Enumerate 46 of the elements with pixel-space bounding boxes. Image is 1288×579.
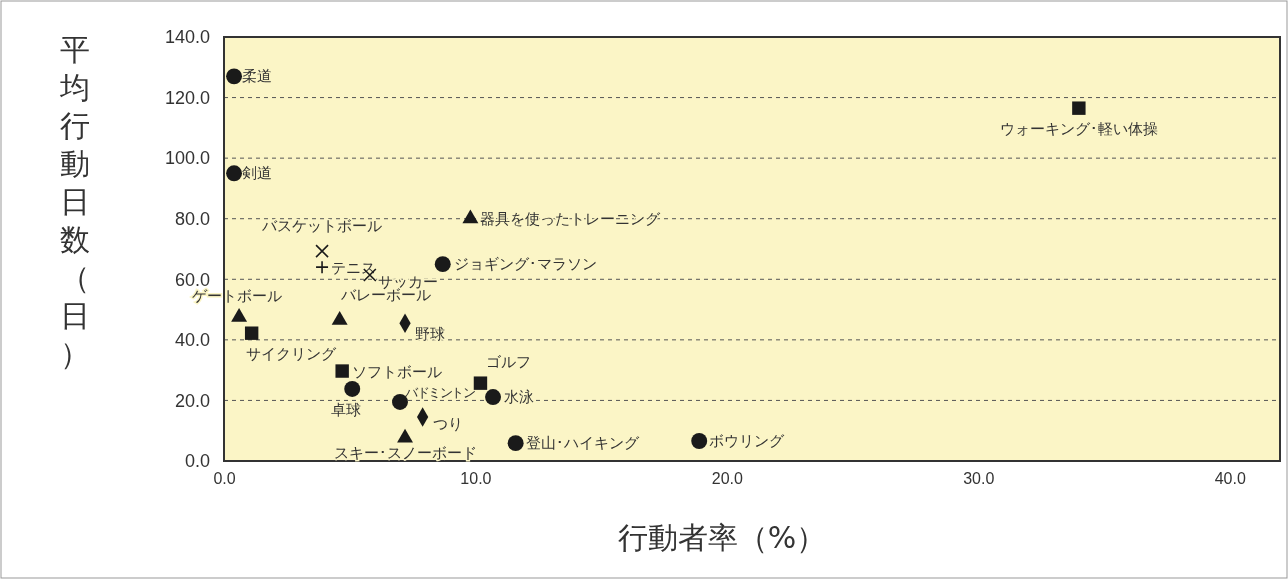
annotation: ボウリング bbox=[709, 432, 786, 451]
y-tick-label: 80.0 bbox=[174, 208, 210, 229]
x-tick-label: 40.0 bbox=[1214, 470, 1246, 488]
annotation: ゲートボール bbox=[192, 287, 283, 306]
annotation: サイクリング bbox=[245, 345, 337, 364]
x-tick-label: 20.0 bbox=[711, 470, 744, 488]
point bbox=[485, 389, 502, 406]
annotation: スキー･スノーボード bbox=[333, 443, 477, 462]
annotation: ゴルフ bbox=[485, 353, 531, 372]
point bbox=[691, 433, 708, 449]
point bbox=[507, 435, 524, 452]
x-tick-label: 10.0 bbox=[460, 470, 492, 488]
y-tick-label: 60.0 bbox=[174, 269, 210, 290]
y-tick-label: 40.0 bbox=[174, 330, 210, 351]
y-tick-label: 140.0 bbox=[164, 27, 210, 48]
annotation: 柔道 bbox=[242, 67, 273, 86]
point bbox=[226, 68, 243, 85]
annotation: バスケットボール bbox=[261, 217, 383, 236]
point bbox=[1072, 101, 1086, 115]
point bbox=[244, 326, 259, 340]
annotation: 水泳 bbox=[504, 388, 535, 407]
point bbox=[315, 244, 329, 258]
point bbox=[473, 376, 488, 390]
point bbox=[315, 260, 329, 274]
text: 平均行動日数（日） bbox=[60, 32, 90, 371]
annotation: ジョギング･マラソン bbox=[453, 255, 597, 274]
annotation: 卓球 bbox=[331, 400, 362, 419]
annotation: 野球 bbox=[415, 325, 446, 344]
annotation: 登山･ハイキング bbox=[525, 434, 640, 453]
point bbox=[226, 165, 243, 182]
x-tick-label: 30.0 bbox=[963, 470, 995, 488]
y-tick-label: 120.0 bbox=[164, 87, 210, 108]
point bbox=[335, 364, 349, 378]
point bbox=[434, 256, 451, 273]
x-tick-label: 0.0 bbox=[213, 470, 236, 488]
annotation: つり bbox=[432, 415, 463, 434]
y-tick-label: 0.0 bbox=[184, 451, 210, 472]
point bbox=[344, 380, 361, 397]
annotation: バドミントン bbox=[404, 384, 475, 400]
annotation: ソフトボール bbox=[352, 363, 443, 382]
y-tick-label: 20.0 bbox=[174, 390, 210, 411]
x-axis-title: 行動者率（%） bbox=[617, 520, 827, 555]
annotation: テニス bbox=[331, 259, 377, 278]
annotation: 剣道 bbox=[242, 164, 273, 183]
y-tick-label: 100.0 bbox=[164, 148, 210, 169]
annotation: ウォーキング･軽い体操 bbox=[999, 120, 1158, 139]
